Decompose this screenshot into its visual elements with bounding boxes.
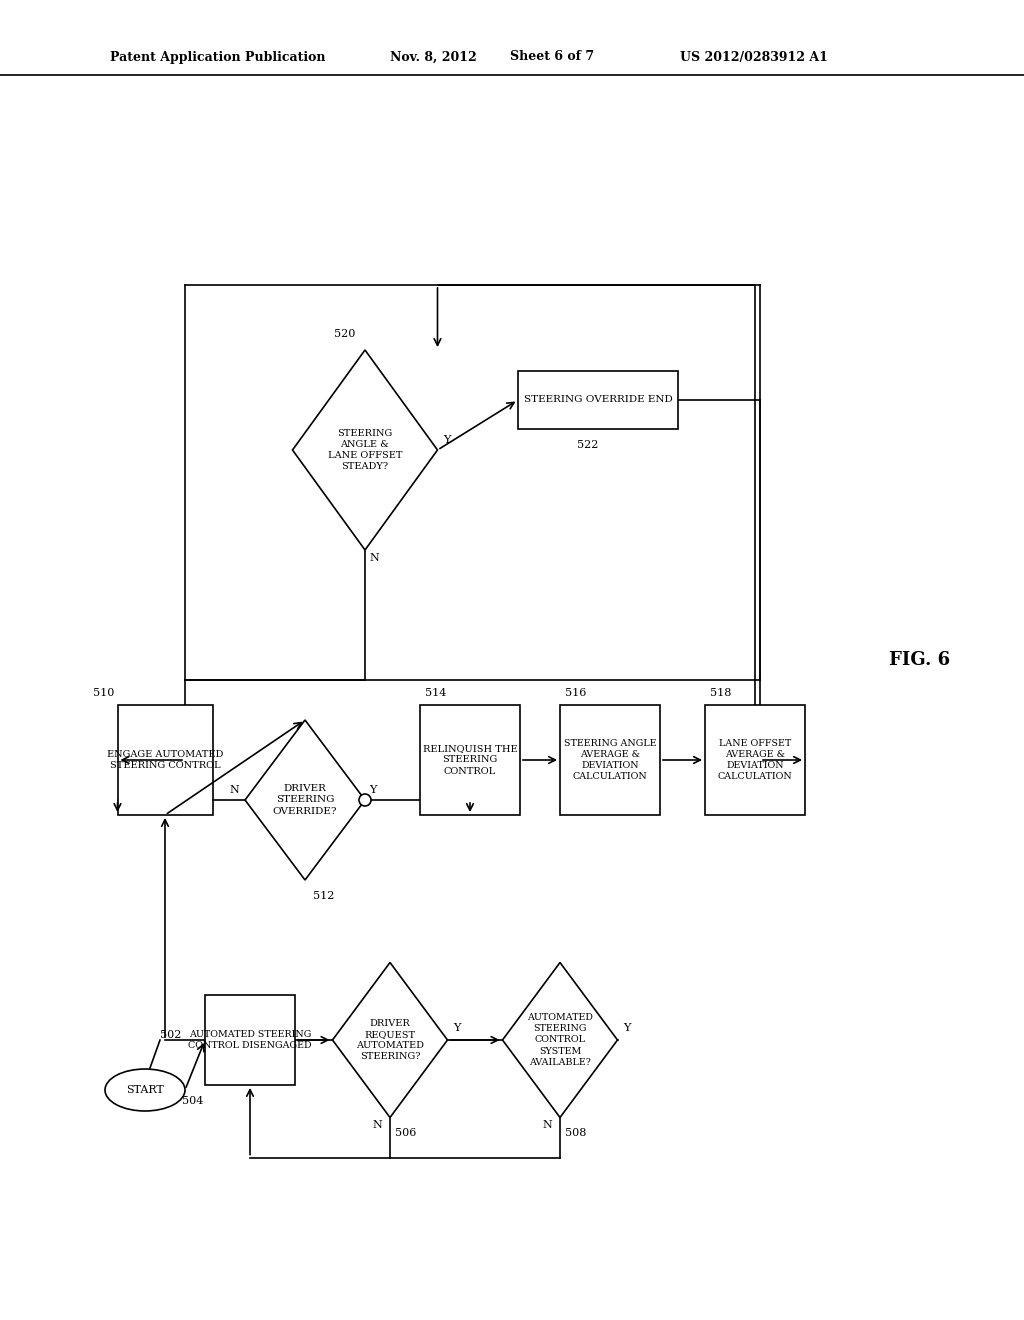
Text: Y: Y — [443, 436, 451, 445]
Ellipse shape — [105, 1069, 185, 1111]
Text: STEERING OVERRIDE END: STEERING OVERRIDE END — [523, 396, 673, 404]
Text: 520: 520 — [334, 329, 355, 339]
Text: Nov. 8, 2012: Nov. 8, 2012 — [390, 50, 477, 63]
Text: 512: 512 — [313, 891, 335, 902]
Text: US 2012/0283912 A1: US 2012/0283912 A1 — [680, 50, 827, 63]
Circle shape — [359, 795, 371, 807]
Text: 518: 518 — [710, 688, 731, 698]
Text: Y: Y — [454, 1023, 461, 1034]
Text: DRIVER
STEERING
OVERRIDE?: DRIVER STEERING OVERRIDE? — [272, 784, 337, 816]
Polygon shape — [293, 350, 437, 550]
Text: 506: 506 — [395, 1129, 417, 1138]
FancyBboxPatch shape — [560, 705, 660, 814]
Text: N: N — [369, 553, 379, 564]
Polygon shape — [503, 962, 617, 1118]
Text: 514: 514 — [425, 688, 446, 698]
Text: N: N — [229, 785, 239, 795]
Text: LANE OFFSET
AVERAGE &
DEVIATION
CALCULATION: LANE OFFSET AVERAGE & DEVIATION CALCULAT… — [718, 739, 793, 781]
Text: Y: Y — [624, 1023, 631, 1034]
FancyBboxPatch shape — [205, 995, 295, 1085]
Text: AUTOMATED STEERING
CONTROL DISENGAGED: AUTOMATED STEERING CONTROL DISENGAGED — [188, 1030, 311, 1049]
FancyBboxPatch shape — [705, 705, 805, 814]
Text: STEERING ANGLE
AVERAGE &
DEVIATION
CALCULATION: STEERING ANGLE AVERAGE & DEVIATION CALCU… — [563, 739, 656, 781]
Text: RELINQUISH THE
STEERING
CONTROL: RELINQUISH THE STEERING CONTROL — [423, 744, 517, 776]
Text: START: START — [126, 1085, 164, 1096]
Text: AUTOMATED
STEERING
CONTROL
SYSTEM
AVAILABLE?: AUTOMATED STEERING CONTROL SYSTEM AVAILA… — [527, 1014, 593, 1067]
Text: DRIVER
REQUEST
AUTOMATED
STEERING?: DRIVER REQUEST AUTOMATED STEERING? — [356, 1019, 424, 1061]
FancyBboxPatch shape — [420, 705, 520, 814]
Text: Sheet 6 of 7: Sheet 6 of 7 — [510, 50, 594, 63]
Text: ENGAGE AUTOMATED
STEERING CONTROL: ENGAGE AUTOMATED STEERING CONTROL — [106, 750, 223, 770]
Polygon shape — [245, 719, 365, 880]
Text: 510: 510 — [93, 688, 115, 698]
Text: Patent Application Publication: Patent Application Publication — [110, 50, 326, 63]
Text: N: N — [543, 1121, 552, 1130]
Text: 504: 504 — [181, 1096, 203, 1106]
Text: STEERING
ANGLE &
LANE OFFSET
STEADY?: STEERING ANGLE & LANE OFFSET STEADY? — [328, 429, 402, 471]
Text: 522: 522 — [578, 440, 599, 450]
Text: Y: Y — [369, 785, 377, 795]
Text: N: N — [373, 1121, 382, 1130]
Text: 502: 502 — [160, 1030, 181, 1040]
Text: 516: 516 — [565, 688, 587, 698]
FancyBboxPatch shape — [518, 371, 678, 429]
Text: FIG. 6: FIG. 6 — [890, 651, 950, 669]
FancyBboxPatch shape — [118, 705, 213, 814]
Text: 508: 508 — [565, 1129, 587, 1138]
Polygon shape — [333, 962, 447, 1118]
